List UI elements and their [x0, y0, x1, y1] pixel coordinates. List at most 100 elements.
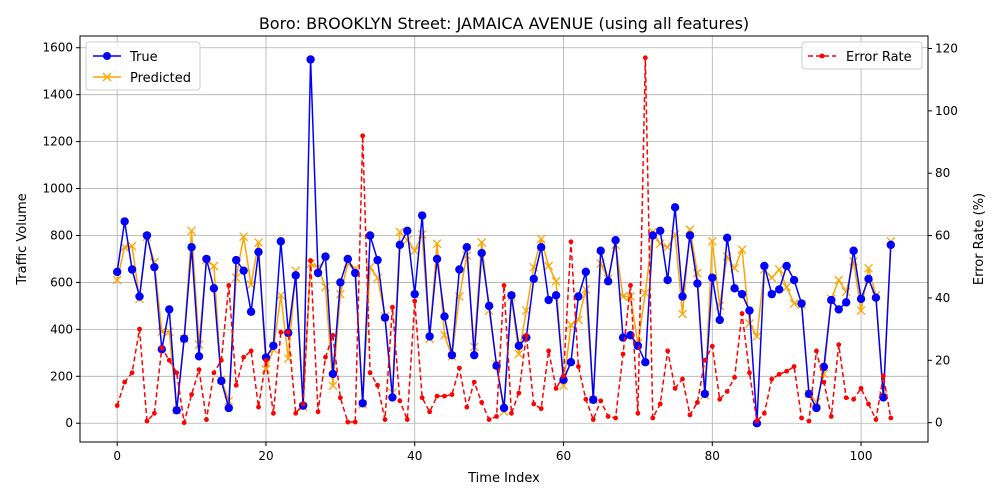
true-point [596, 246, 605, 255]
true-point [566, 358, 576, 367]
error-point [799, 415, 804, 421]
legend-error-label: Error Rate [846, 50, 912, 65]
error-point [181, 420, 187, 426]
predicted-point [856, 306, 866, 316]
true-point [544, 295, 553, 305]
error-point [204, 417, 209, 422]
error-point [724, 389, 730, 394]
true-point [425, 332, 434, 341]
error-point [873, 417, 879, 422]
predicted-point [254, 238, 263, 247]
error-point [271, 410, 276, 416]
predicted-point [112, 275, 122, 285]
true-point [395, 240, 405, 250]
y-tick-label: 600 [50, 275, 73, 289]
true-point [142, 231, 152, 240]
true-point [767, 289, 776, 299]
error-point [687, 412, 693, 418]
error-point [337, 395, 343, 401]
true-point [373, 255, 382, 265]
true-point [760, 261, 769, 271]
error-point [598, 398, 604, 404]
error-point [241, 354, 247, 360]
predicted-point [261, 364, 271, 374]
error-point [628, 283, 633, 288]
true-point [440, 312, 449, 321]
error-point [397, 398, 403, 404]
error-point [717, 396, 723, 402]
predicted-point [335, 289, 345, 299]
true-point [589, 395, 598, 404]
true-point [462, 243, 472, 252]
error-point [218, 357, 224, 363]
error-point [151, 410, 157, 416]
error-point [189, 392, 194, 398]
predicted-point [566, 320, 576, 330]
error-point [129, 370, 135, 376]
error-point [665, 348, 671, 354]
true-point [306, 55, 315, 64]
true-point [239, 266, 248, 275]
error-point [880, 373, 886, 379]
true-point [455, 265, 464, 274]
error-point [821, 379, 827, 385]
error-point [747, 370, 752, 376]
error-point [486, 417, 492, 422]
error-point [471, 379, 477, 385]
error-point [769, 376, 775, 382]
error-point [449, 392, 455, 398]
true-point [685, 231, 695, 240]
predicted-point [581, 284, 591, 294]
error-point [553, 385, 559, 391]
true-point [209, 284, 219, 293]
error-point [858, 385, 864, 391]
y-axis-label: Traffic Volume [15, 193, 30, 286]
true-point [574, 292, 583, 301]
error-point [866, 401, 871, 407]
error-point [546, 348, 552, 354]
error-point [159, 345, 165, 351]
true-point [507, 291, 516, 300]
error-point [680, 376, 685, 382]
true-point [841, 298, 851, 307]
y2-tick-label: 0 [935, 416, 943, 430]
predicted-point [194, 340, 204, 350]
true-point [678, 292, 687, 301]
error-point [434, 393, 440, 399]
legend-right: Error Rate [801, 41, 923, 70]
true-point [388, 393, 397, 402]
error-point [739, 311, 745, 316]
error-point [196, 367, 202, 373]
predicted-point [239, 232, 249, 242]
x-tick-label: 40 [407, 449, 422, 463]
true-point [336, 278, 345, 287]
error-point [561, 373, 566, 379]
error-point [166, 357, 172, 363]
error-point [248, 348, 254, 354]
true-point [365, 231, 375, 240]
x-tick-label: 60 [556, 449, 571, 463]
x-axis: 0 20 40 60 80 100 [113, 442, 873, 463]
true-point [551, 291, 561, 300]
error-point [754, 418, 760, 424]
x-tick-label: 100 [850, 449, 873, 463]
true-point [172, 406, 181, 415]
predicted-point [477, 238, 487, 247]
true-point [135, 292, 144, 301]
series-error-line [116, 57, 892, 424]
error-point [501, 283, 507, 288]
series-layer [112, 55, 896, 428]
chart-title: Boro: BROOKLYN Street: JAMAICA AVENUE (u… [259, 14, 749, 33]
true-point [112, 267, 122, 277]
error-point [278, 329, 284, 335]
predicted-point [306, 259, 316, 269]
true-point [864, 274, 873, 284]
error-point [657, 401, 663, 407]
true-point [313, 268, 323, 278]
true-point [403, 226, 412, 235]
predicted-point [395, 227, 405, 237]
error-point [352, 419, 358, 425]
error-point [538, 406, 544, 412]
y2-tick-label: 80 [935, 166, 950, 180]
true-point [618, 333, 628, 342]
